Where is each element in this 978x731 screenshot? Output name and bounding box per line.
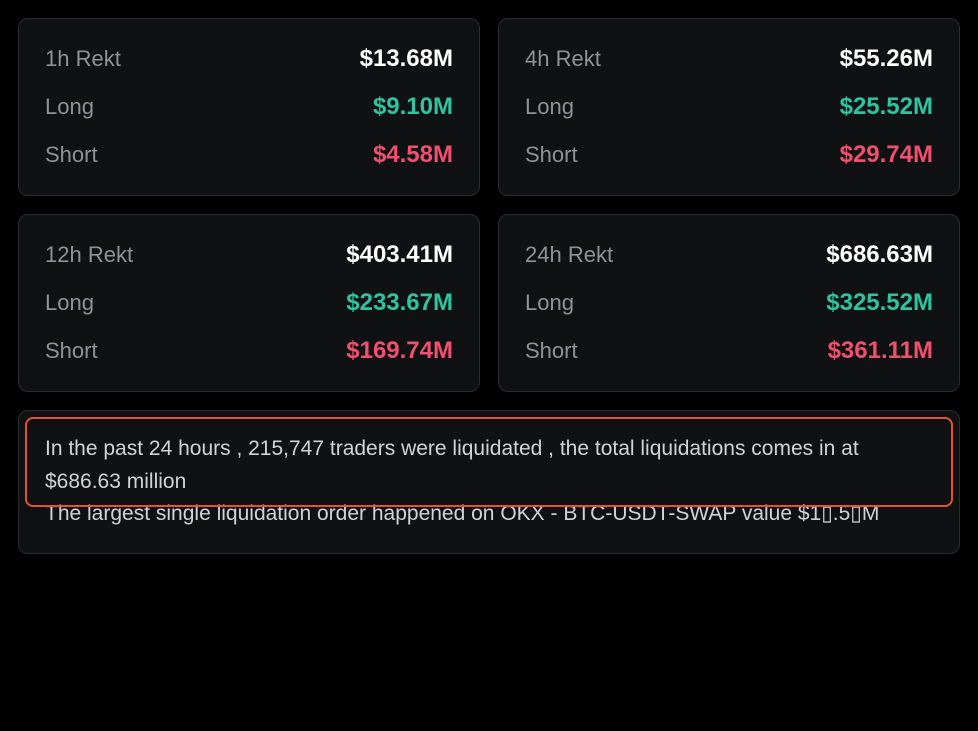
rekt-short-row: Short $29.74M xyxy=(525,131,933,173)
rekt-short-label: Short xyxy=(45,142,98,168)
rekt-title-row: 1h Rekt $13.68M xyxy=(45,41,453,83)
rekt-long-label: Long xyxy=(525,94,574,120)
rekt-card-4h: 4h Rekt $55.26M Long $25.52M Short $29.7… xyxy=(498,18,960,196)
rekt-title-label: 4h Rekt xyxy=(525,46,601,72)
rekt-title-value: $55.26M xyxy=(840,45,933,73)
rekt-title-value: $403.41M xyxy=(346,241,453,269)
rekt-short-value: $169.74M xyxy=(346,337,453,365)
rekt-short-value: $361.11M xyxy=(828,337,933,365)
rekt-long-label: Long xyxy=(45,94,94,120)
summary-card: In the past 24 hours , 215,747 traders w… xyxy=(18,410,960,554)
rekt-short-row: Short $4.58M xyxy=(45,131,453,173)
rekt-title-row: 12h Rekt $403.41M xyxy=(45,237,453,279)
rekt-title-value: $13.68M xyxy=(360,45,453,73)
rekt-short-row: Short $361.11M xyxy=(525,327,933,369)
rekt-long-value: $233.67M xyxy=(346,289,453,317)
rekt-short-label: Short xyxy=(525,338,578,364)
rekt-title-label: 1h Rekt xyxy=(45,46,121,72)
rekt-long-row: Long $9.10M xyxy=(45,83,453,131)
rekt-short-label: Short xyxy=(45,338,98,364)
rekt-card-24h: 24h Rekt $686.63M Long $325.52M Short $3… xyxy=(498,214,960,392)
rekt-short-label: Short xyxy=(525,142,578,168)
rekt-grid: 1h Rekt $13.68M Long $9.10M Short $4.58M… xyxy=(18,18,960,392)
summary-line-1: In the past 24 hours , 215,747 traders w… xyxy=(45,433,933,498)
rekt-long-value: $25.52M xyxy=(840,93,933,121)
rekt-long-row: Long $25.52M xyxy=(525,83,933,131)
rekt-title-row: 4h Rekt $55.26M xyxy=(525,41,933,83)
rekt-title-label: 12h Rekt xyxy=(45,242,133,268)
rekt-long-label: Long xyxy=(45,290,94,316)
rekt-short-value: $4.58M xyxy=(373,141,453,169)
rekt-long-label: Long xyxy=(525,290,574,316)
rekt-long-row: Long $233.67M xyxy=(45,279,453,327)
summary-line-2: The largest single liquidation order hap… xyxy=(45,498,933,531)
rekt-title-value: $686.63M xyxy=(826,241,933,269)
rekt-card-1h: 1h Rekt $13.68M Long $9.10M Short $4.58M xyxy=(18,18,480,196)
rekt-short-value: $29.74M xyxy=(840,141,933,169)
rekt-title-label: 24h Rekt xyxy=(525,242,613,268)
rekt-long-value: $325.52M xyxy=(826,289,933,317)
rekt-card-12h: 12h Rekt $403.41M Long $233.67M Short $1… xyxy=(18,214,480,392)
rekt-long-value: $9.10M xyxy=(373,93,453,121)
rekt-short-row: Short $169.74M xyxy=(45,327,453,369)
rekt-long-row: Long $325.52M xyxy=(525,279,933,327)
rekt-title-row: 24h Rekt $686.63M xyxy=(525,237,933,279)
